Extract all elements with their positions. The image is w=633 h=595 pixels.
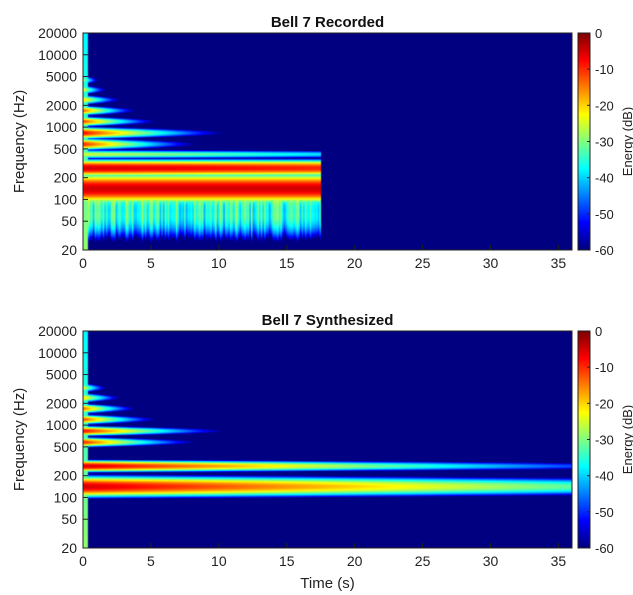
axes-frame (82, 32, 573, 251)
x-tick-label: 30 (483, 255, 499, 271)
x-tick-label: 20 (347, 255, 363, 271)
y-tick-label: 500 (54, 439, 78, 455)
x-tick-label: 25 (415, 255, 431, 271)
y-tick-label: 50 (61, 213, 77, 229)
spectrogram-panel-1: Bell 7 Recorded 0 5 10 15 20 25 30 35 20 50 100 200 5… (11, 14, 633, 271)
x-tick-label: 5 (147, 255, 155, 271)
x-tick-label: 0 (79, 255, 87, 271)
colorbar-tick-label: -10 (595, 360, 614, 375)
colorbar-tick-label: -50 (595, 505, 614, 520)
x-tick-label: 5 (147, 553, 155, 569)
y-tick-label: 1000 (46, 417, 77, 433)
y-tick-label: 200 (54, 170, 78, 186)
y-tick-label: 50 (61, 511, 77, 527)
colorbar (578, 331, 590, 548)
colorbar-label: Energy (dB) (620, 405, 633, 474)
x-tick-label: 25 (415, 553, 431, 569)
y-tick-label: 5000 (46, 69, 77, 85)
y-tick-label: 5000 (46, 367, 77, 383)
colorbar-tick-label: -40 (595, 469, 614, 484)
x-tick-label: 0 (79, 553, 87, 569)
spectrogram-heatmap (83, 331, 572, 548)
colorbar-tick-label: -60 (595, 541, 614, 556)
y-tick-label: 500 (54, 141, 78, 157)
x-tick-label: 35 (551, 255, 567, 271)
x-tick-label: 10 (211, 255, 227, 271)
colorbar-tick-label: -20 (595, 98, 614, 113)
y-tick-label: 10000 (38, 47, 77, 63)
colorbar-tick-label: -10 (595, 62, 614, 77)
chart-title: Bell 7 Recorded (271, 14, 384, 31)
y-tick-label: 1000 (46, 119, 77, 135)
y-tick-label: 20 (61, 540, 77, 556)
colorbar-tick-label: 0 (595, 26, 602, 41)
y-tick-label: 20 (61, 242, 77, 258)
x-tick-label: 15 (279, 255, 295, 271)
chart-title: Bell 7 Synthesized (262, 312, 394, 329)
x-tick-label: 15 (279, 553, 295, 569)
x-tick-label: 30 (483, 553, 499, 569)
y-tick-label: 10000 (38, 345, 77, 361)
y-tick-label: 20000 (38, 25, 77, 41)
colorbar-tick-label: -40 (595, 171, 614, 186)
colorbar-tick-label: -60 (595, 243, 614, 258)
y-tick-label: 2000 (46, 97, 77, 113)
spectrogram-heatmap (83, 33, 572, 250)
x-tick-label: 20 (347, 553, 363, 569)
y-tick-label: 20000 (38, 323, 77, 339)
y-tick-label: 200 (54, 468, 78, 484)
y-axis-label: Frequency (Hz) (11, 90, 28, 193)
x-tick-label: 10 (211, 553, 227, 569)
x-tick-label: 35 (551, 553, 567, 569)
spectrogram-panel-2: Bell 7 Synthesized 0 5 10 15 20 25 30 35 20 50 100 2… (11, 312, 633, 592)
colorbar (578, 33, 590, 250)
colorbar-tick-label: -30 (595, 135, 614, 150)
colorbar-tick-label: -20 (595, 396, 614, 411)
y-tick-label: 2000 (46, 395, 77, 411)
x-axis-label: Time (s) (300, 575, 354, 592)
colorbar-tick-label: 0 (595, 324, 602, 339)
axes-frame (82, 330, 573, 549)
y-tick-label: 100 (54, 489, 78, 505)
colorbar-label: Energy (dB) (620, 107, 633, 176)
y-tick-label: 100 (54, 191, 78, 207)
colorbar-tick-label: -30 (595, 433, 614, 448)
y-axis-label: Frequency (Hz) (11, 388, 28, 491)
colorbar-tick-label: -50 (595, 207, 614, 222)
